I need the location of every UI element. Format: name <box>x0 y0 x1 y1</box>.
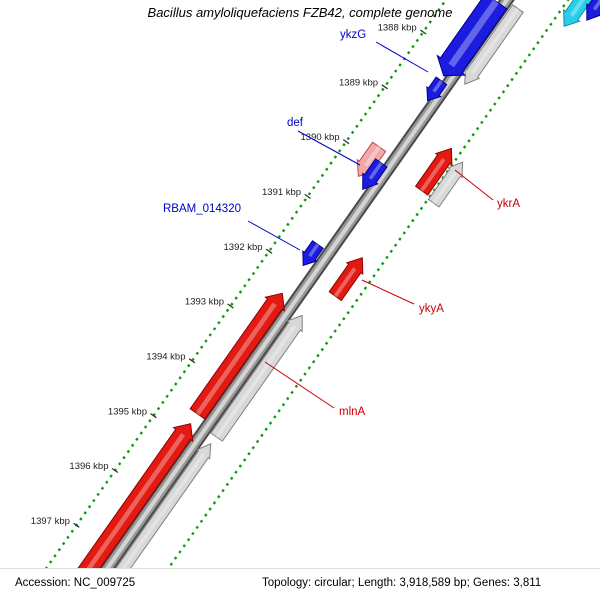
feature-cds-corner-blue[interactable] <box>586 0 600 21</box>
leader-line-ykya <box>361 279 415 305</box>
gene-label-ykzg[interactable]: ykzG <box>340 29 366 41</box>
feature-sheen-cds-ykra-red <box>420 157 446 192</box>
feature-cds-ykzg[interactable] <box>426 76 448 102</box>
feature-sheen-gene-ykra-gray <box>432 171 457 205</box>
feature-cds-rbam-014320[interactable] <box>302 240 324 267</box>
feature-sheen-cds-rbam-014320 <box>308 243 320 257</box>
feature-gene-ykra-gray[interactable] <box>427 161 464 208</box>
tick-mark-1389 <box>381 84 388 90</box>
tick-mark-1395 <box>150 413 157 419</box>
tick-label-1393: 1393 kbp <box>185 297 224 308</box>
tick-label-1395: 1395 kbp <box>108 406 147 417</box>
feature-cds-ykra-red[interactable] <box>414 147 453 196</box>
status-bar: Accession: NC_009725 Topology: circular;… <box>0 568 600 601</box>
ruler-line-inner <box>22 0 448 600</box>
feature-sheen-cds-mlna-red <box>195 302 277 416</box>
tick-label-1392: 1392 kbp <box>224 242 263 253</box>
feature-cds-mlna-red[interactable] <box>189 292 286 420</box>
tick-label-1390: 1390 kbp <box>301 132 340 143</box>
gene-label-rbam-014320[interactable]: RBAM_014320 <box>163 203 241 215</box>
feature-sheen-cds-ykzg <box>432 79 443 93</box>
gene-label-mlna[interactable]: mlnA <box>339 406 366 418</box>
feature-cds-corner-cyan[interactable] <box>563 0 600 27</box>
feature-gene-top-gray[interactable] <box>464 4 524 85</box>
tick-label-1389: 1389 kbp <box>339 77 378 88</box>
tick-label-1396: 1396 kbp <box>69 461 108 472</box>
feature-cds-def-blue[interactable] <box>362 158 388 191</box>
map-title: Bacillus amyloliquefaciens FZB42, comple… <box>147 5 453 20</box>
tick-mark-1391 <box>304 193 311 200</box>
feature-sheen-cds-def-blue <box>368 161 383 180</box>
tick-mark-1394 <box>188 358 196 364</box>
feature-gene-mlna-gray[interactable] <box>210 314 303 442</box>
tick-mark-1392 <box>265 248 273 254</box>
feature-cds-ykya-red[interactable] <box>328 257 364 302</box>
accession-text: Accession: NC_009725 <box>15 577 136 589</box>
gene-label-ykra[interactable]: ykrA <box>497 198 520 210</box>
tick-mark-1396 <box>111 467 119 474</box>
tick-label-1394: 1394 kbp <box>146 352 185 363</box>
leader-line-mlna <box>264 361 335 409</box>
ruler-line-outer <box>144 0 570 600</box>
genome-summary-text: Topology: circular; Length: 3,918,589 bp… <box>262 577 542 589</box>
feature-sheen-gene-mlna-gray <box>215 325 297 439</box>
feature-sheen-gene-top-gray <box>470 7 520 75</box>
tick-mark-1397 <box>73 522 80 528</box>
leader-line-ykzg <box>375 41 429 73</box>
feature-gene-lower-gray[interactable] <box>62 442 212 600</box>
leader-line-rbam-014320 <box>247 220 301 251</box>
leader-line-ykra <box>454 169 494 201</box>
gene-label-ykya[interactable]: ykyA <box>419 303 444 315</box>
tick-label-1391: 1391 kbp <box>262 187 301 198</box>
feature-sheen-cds-top-blue <box>448 0 499 68</box>
tick-mark-1388 <box>419 29 427 35</box>
tick-label-1397: 1397 kbp <box>31 516 70 527</box>
feature-sheen-gene-lower-gray <box>99 453 205 600</box>
feature-sheen-cds-ykya-red <box>333 267 357 298</box>
gene-label-def[interactable]: def <box>287 117 304 129</box>
tick-label-1388: 1388 kbp <box>378 23 417 34</box>
tick-mark-1393 <box>227 303 234 309</box>
feature-cds-top-blue[interactable] <box>436 0 508 77</box>
feature-sheen-gene-def-pink <box>364 145 381 167</box>
tick-mark-1390 <box>342 139 350 145</box>
leader-line-def <box>297 130 361 166</box>
feature-sheen-cds-corner-cyan <box>570 0 585 17</box>
